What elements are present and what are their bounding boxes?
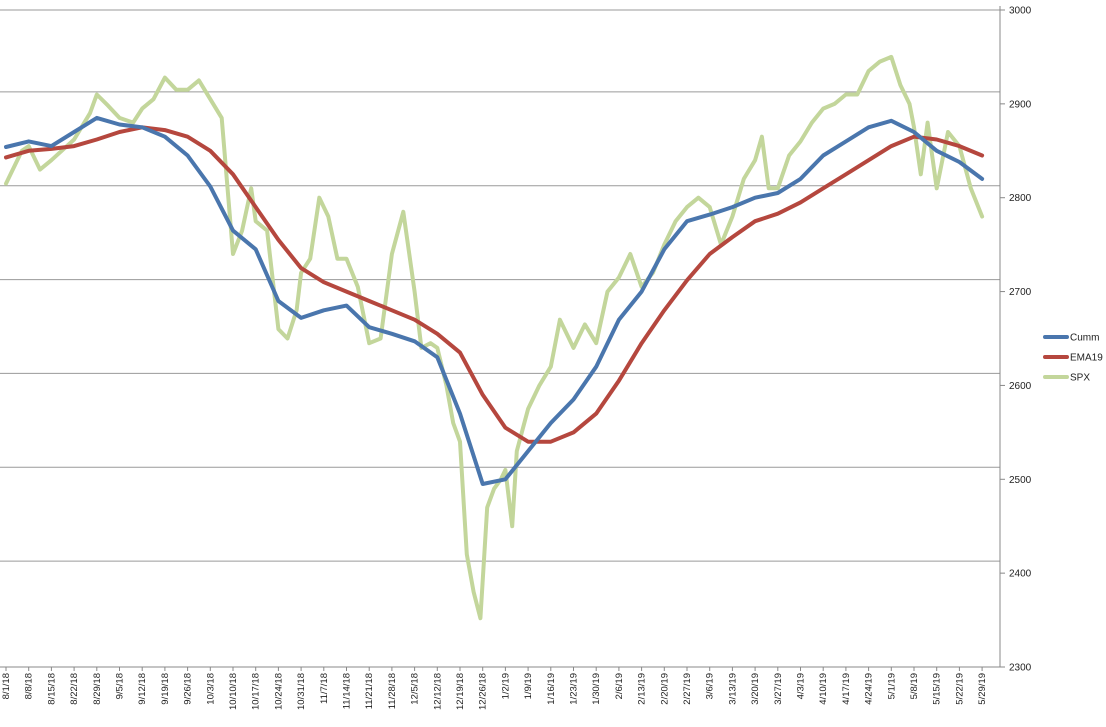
legend: Cumm EMA19 SPX bbox=[1043, 333, 1103, 384]
x-tick-label: 2/13/19 bbox=[637, 673, 648, 705]
y-tick-label: 3000 bbox=[1009, 6, 1032, 17]
x-tick-label: 1/16/19 bbox=[546, 673, 557, 705]
series-line-spx bbox=[4, 54, 985, 621]
x-tick-label: 8/1/18 bbox=[1, 673, 12, 699]
x-tick-label: 3/6/19 bbox=[705, 673, 716, 699]
x-tick-label: 8/22/18 bbox=[69, 673, 80, 705]
x-tick-label: 2/27/19 bbox=[682, 673, 693, 705]
x-tick-label: 2/20/19 bbox=[659, 673, 670, 705]
x-tick-label: 10/10/18 bbox=[228, 673, 239, 710]
x-tick-label: 2/6/19 bbox=[614, 673, 625, 699]
x-tick-label: 1/30/19 bbox=[591, 673, 602, 705]
x-tick-label: 12/26/18 bbox=[478, 673, 489, 710]
x-tick-label: 12/12/18 bbox=[432, 673, 443, 710]
legend-label-ema19: EMA19 bbox=[1070, 353, 1103, 364]
x-tick-label: 3/20/19 bbox=[750, 673, 761, 705]
x-tick-label: 4/17/19 bbox=[841, 673, 852, 705]
x-tick-label: 4/3/19 bbox=[796, 673, 807, 699]
y-tick-label: 2600 bbox=[1009, 381, 1032, 392]
x-tick-label: 11/28/18 bbox=[387, 673, 398, 709]
x-tick-label: 4/10/19 bbox=[818, 673, 829, 705]
x-tick-label: 1/23/19 bbox=[569, 673, 580, 705]
series-line-cumm bbox=[4, 115, 985, 486]
x-tick-label: 4/24/19 bbox=[864, 673, 875, 705]
x-tick-label: 10/17/18 bbox=[251, 673, 262, 710]
x-tick-label: 5/8/19 bbox=[909, 673, 920, 699]
x-tick-label: 5/1/19 bbox=[886, 673, 897, 699]
x-tick-label: 1/9/19 bbox=[523, 673, 534, 699]
x-tick-label: 11/14/18 bbox=[342, 673, 353, 709]
x-tick-label: 3/13/19 bbox=[727, 673, 738, 705]
series-line-ema19 bbox=[4, 125, 985, 444]
x-tick-label: 5/15/19 bbox=[932, 673, 943, 705]
x-tick-label: 12/19/18 bbox=[455, 673, 466, 710]
y-tick-label: 2900 bbox=[1009, 99, 1032, 110]
y-tick-label: 2800 bbox=[1009, 193, 1032, 204]
x-tick-label: 5/22/19 bbox=[954, 673, 965, 705]
x-tick-label: 8/8/18 bbox=[24, 673, 35, 699]
legend-label-cumm: Cumm bbox=[1070, 333, 1099, 344]
legend-label-spx: SPX bbox=[1070, 373, 1090, 384]
x-tick-label: 9/5/18 bbox=[115, 673, 126, 699]
x-tick-label: 12/5/18 bbox=[410, 673, 421, 705]
x-tick-label: 9/26/18 bbox=[183, 673, 194, 705]
y-tick-label: 2700 bbox=[1009, 287, 1032, 298]
x-tick-label: 11/21/18 bbox=[364, 673, 375, 709]
y-tick-label: 2400 bbox=[1009, 569, 1032, 580]
x-tick-label: 3/27/19 bbox=[773, 673, 784, 705]
x-tick-label: 9/19/18 bbox=[160, 673, 171, 705]
x-tick-label: 10/3/18 bbox=[205, 673, 216, 705]
y-tick-label: 2300 bbox=[1009, 663, 1032, 674]
x-tick-label: 8/15/18 bbox=[46, 673, 57, 705]
x-tick-label: 10/31/18 bbox=[296, 673, 307, 710]
x-tick-label: 9/12/18 bbox=[137, 673, 148, 705]
x-tick-label: 5/29/19 bbox=[977, 673, 988, 705]
x-tick-label: 8/29/18 bbox=[92, 673, 103, 705]
x-tick-label: 10/24/18 bbox=[273, 673, 284, 710]
axes: 2300 2400 2500 2600 2700 2800 2900 3000 8/1/18 8/… bbox=[0, 6, 1032, 710]
y-tick-label: 2500 bbox=[1009, 475, 1032, 486]
x-tick-label: 11/7/18 bbox=[319, 673, 330, 704]
gridlines bbox=[0, 9, 1000, 562]
series-lines bbox=[4, 54, 985, 621]
x-tick-label: 1/2/19 bbox=[500, 673, 511, 699]
